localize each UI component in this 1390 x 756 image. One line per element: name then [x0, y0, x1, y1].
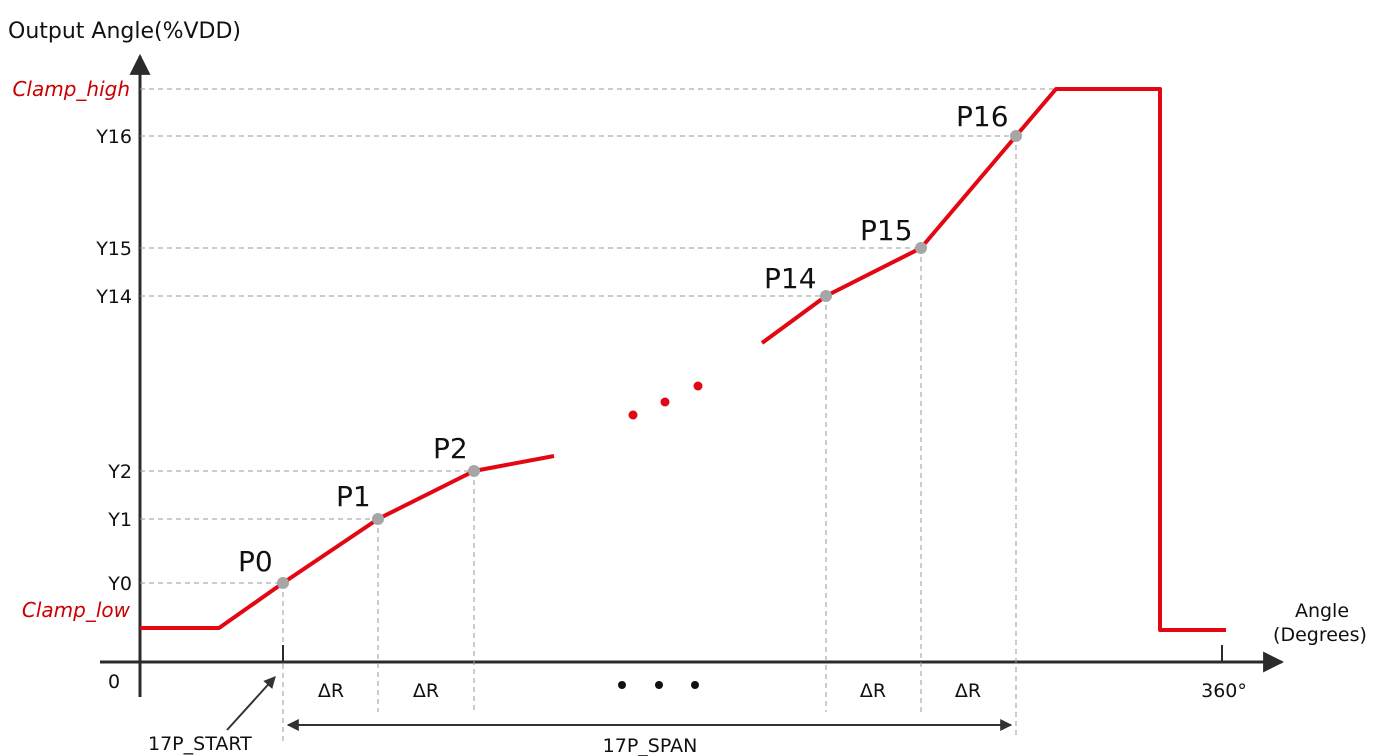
- label-y14: Y14: [95, 286, 132, 308]
- point-p14-marker: [820, 290, 832, 302]
- point-p1-marker: [372, 513, 384, 525]
- point-p2-marker: [468, 465, 480, 477]
- label-p1: P1: [336, 480, 371, 513]
- y-axis-title: Output Angle(%VDD): [8, 19, 241, 44]
- continuation-dot-red: [660, 397, 670, 407]
- label-y15: Y15: [95, 238, 132, 260]
- label-clamp-low: Clamp_low: [22, 598, 131, 622]
- x-axis-end-tick: 360°: [1201, 680, 1247, 702]
- continuation-dot-black: [618, 681, 626, 689]
- label-delta-r: ΔR: [860, 680, 886, 702]
- point-p15-marker: [915, 242, 927, 254]
- label-p15: P15: [860, 214, 913, 247]
- point-p0-marker: [277, 577, 289, 589]
- label-y1: Y1: [107, 509, 132, 531]
- point-p16-marker: [1010, 130, 1022, 142]
- label-p16: P16: [956, 100, 1009, 133]
- continuation-dot-red: [628, 410, 638, 420]
- label-p0: P0: [238, 545, 273, 578]
- x-axis-title-line1: Angle: [1295, 600, 1349, 622]
- continuation-dot-black: [691, 681, 699, 689]
- label-p2: P2: [433, 432, 468, 465]
- label-y0: Y0: [107, 573, 132, 595]
- label-p14: P14: [764, 262, 817, 295]
- curve-right-segment: [760, 87, 1226, 632]
- label-y16: Y16: [95, 126, 132, 148]
- label-delta-r: ΔR: [955, 680, 981, 702]
- continuation-dot-black: [655, 681, 663, 689]
- continuation-dot-red: [693, 381, 703, 391]
- label-delta-r: ΔR: [318, 680, 344, 702]
- label-delta-r: ΔR: [413, 680, 439, 702]
- label-clamp-high: Clamp_high: [12, 77, 130, 101]
- x-axis-origin: 0: [108, 671, 120, 693]
- start-pointer-arrow: [226, 676, 276, 731]
- label-y2: Y2: [107, 461, 132, 483]
- label-17p-start: 17P_START: [148, 733, 252, 755]
- label-17p-span: 17P_SPAN: [603, 735, 698, 756]
- x-axis-title-line2: (Degrees): [1273, 624, 1367, 646]
- curve-left-segment: [140, 454, 555, 630]
